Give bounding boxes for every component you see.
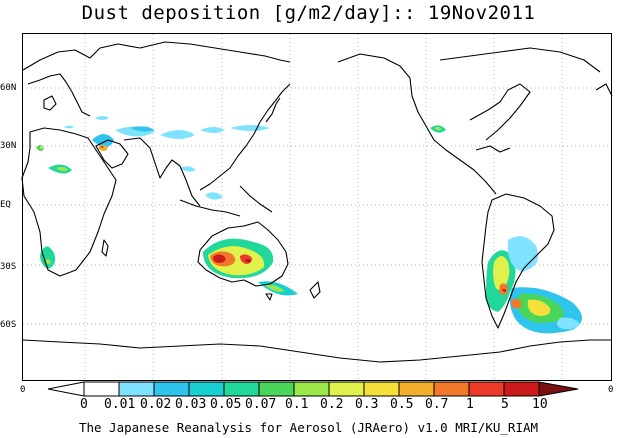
colorbar-label: 5 [501,397,509,412]
colorbar-label: 0 [80,397,88,412]
lat-label-30n: 30N [0,141,17,151]
colorbar-label: 0.07 [245,397,277,412]
colorbar-label: 0.7 [425,397,449,412]
colorbar-label: 0.03 [175,397,207,412]
dust-deposition-field [36,116,582,334]
colorbar-label: 0.3 [355,397,379,412]
axis-zero-left: 0 [20,385,26,395]
map-frame [22,33,612,381]
colorbar-bin [468,381,505,397]
colorbar-label: 1 [466,397,474,412]
colorbar-label: 0.02 [140,397,172,412]
colorbar [47,381,579,397]
lat-label-60n: 60N [0,83,17,93]
axis-zero-right: 0 [608,385,614,395]
lat-label-60s: 60S [0,320,17,330]
colorbar-bin [223,381,260,397]
colorbar-bin [433,381,470,397]
map-title: Dust deposition [g/m2/day]:: 19Nov2011 [81,2,536,24]
colorbar-bin [83,381,120,397]
coastlines [21,41,613,363]
credit-line: The Japanese Reanalysis for Aerosol (JRA… [78,420,539,435]
colorbar-bin [363,381,400,397]
colorbar-label: 0.5 [390,397,414,412]
lat-label-eq: EQ [0,200,11,210]
colorbar-bin [398,381,435,397]
colorbar-bin [188,381,225,397]
colorbar-label: 0.1 [285,397,309,412]
colorbar-label: 10 [532,397,548,412]
lat-label-30s: 30S [0,262,17,272]
colorbar-bin [503,381,540,397]
colorbar-label: 0.05 [210,397,242,412]
colorbar-label: 0.2 [320,397,344,412]
colorbar-max-arrow [538,381,579,397]
colorbar-bin [258,381,295,397]
colorbar-bin [118,381,155,397]
colorbar-bin [153,381,190,397]
colorbar-label: 0.01 [104,397,136,412]
colorbar-bin [293,381,330,397]
colorbar-bin [328,381,365,397]
colorbar-min-arrow [47,381,85,397]
